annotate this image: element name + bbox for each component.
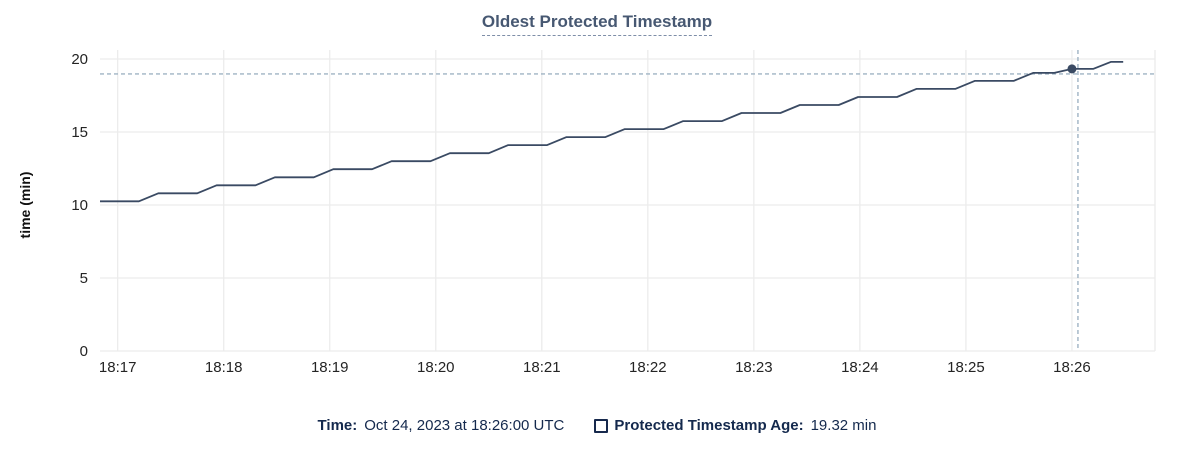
x-tick-label: 18:25 xyxy=(947,359,985,376)
chart-title[interactable]: Oldest Protected Timestamp xyxy=(481,12,713,36)
x-tick-label: 18:19 xyxy=(311,359,349,376)
x-tick-label: 18:22 xyxy=(629,359,667,376)
y-tick-label: 0 xyxy=(80,343,88,360)
y-axis-title: time (min) xyxy=(17,172,33,239)
y-tick-label: 15 xyxy=(71,124,88,141)
x-tick-label: 18:17 xyxy=(99,359,137,376)
legend-time-value: Oct 24, 2023 at 18:26:00 UTC xyxy=(364,417,565,434)
x-tick-label: 18:23 xyxy=(735,359,773,376)
x-tick-label: 18:26 xyxy=(1053,359,1091,376)
chart-header: Oldest Protected Timestamp xyxy=(0,12,1194,36)
series-line xyxy=(100,61,1124,203)
y-tick-label: 20 xyxy=(71,51,88,68)
legend-time-label: Time: xyxy=(317,417,358,434)
x-tick-label: 18:20 xyxy=(417,359,455,376)
series-toggle-checkbox-icon[interactable] xyxy=(594,418,609,433)
y-tick-label: 10 xyxy=(71,197,88,214)
chart-canvas[interactable]: 0 5 10 15 20 18:17 18:18 18:19 18:20 18:21 18:22 18… xyxy=(0,0,1194,410)
legend-series-label: Protected Timestamp Age: xyxy=(614,417,804,434)
x-tick-label: 18:24 xyxy=(841,359,879,376)
x-tick-label: 18:18 xyxy=(205,359,243,376)
y-tick-label: 5 xyxy=(80,270,88,287)
crosshair-dot xyxy=(1067,64,1077,74)
x-tick-label: 18:21 xyxy=(523,359,561,376)
legend-series-value: 19.32 min xyxy=(810,417,877,434)
chart-legend: Time: Oct 24, 2023 at 18:26:00 UTC Prote… xyxy=(0,417,1194,434)
